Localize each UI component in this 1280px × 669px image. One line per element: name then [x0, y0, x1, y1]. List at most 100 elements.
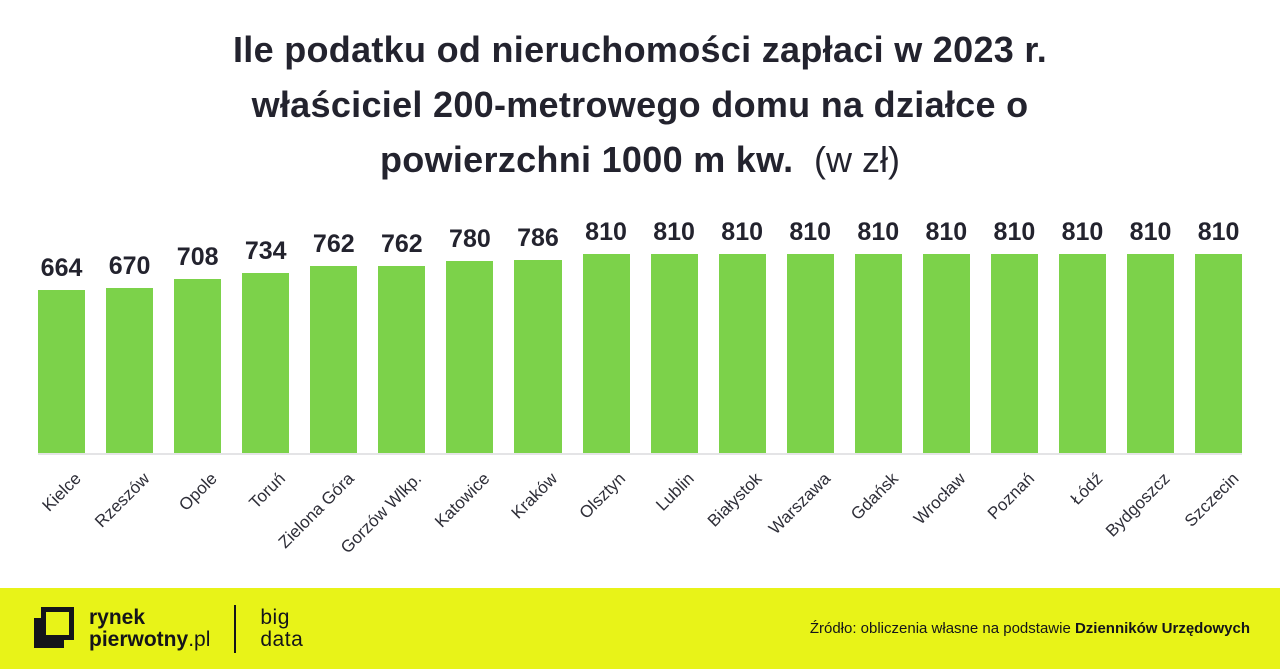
bar — [650, 254, 698, 453]
x-axis-label-slot: Kraków — [508, 455, 562, 567]
bar-chart-x-axis-labels: Kielce Rzeszów Opole Toruń Zielona Góra Gorzó… — [38, 455, 1242, 567]
x-axis-label-slot: Opole — [174, 455, 222, 567]
x-axis-label-slot: Poznań — [984, 455, 1038, 567]
bar-chart-plot-area: 664 670 708 734 762 762 780 786 810 810 810 810 810 8… — [38, 213, 1243, 455]
bar-column: 810 — [922, 218, 970, 453]
bar-value-label: 810 — [1197, 218, 1240, 246]
chart-title-line-2: właściciel 200-metrowego domu na działce… — [251, 84, 1029, 125]
bigdata-line-2: data — [260, 627, 304, 651]
bar — [106, 288, 154, 453]
bar-column: 664 — [38, 254, 86, 453]
bar — [582, 254, 630, 453]
bar — [378, 266, 426, 453]
bar-value-label: 810 — [789, 218, 832, 246]
x-axis-label-slot: Katowice — [431, 455, 493, 567]
bar — [38, 290, 86, 453]
x-axis-label-slot: Toruń — [242, 455, 290, 567]
bar — [786, 254, 834, 453]
bar — [1127, 254, 1175, 453]
source-note-bold: Dzienników Urzędowych — [1074, 620, 1250, 637]
bar-value-label: 810 — [653, 218, 695, 246]
footer-bar: rynek pierwotny.pl big data Źródło: obli… — [0, 588, 1280, 669]
x-axis-label: Warszawa — [764, 469, 834, 539]
bar-column: 810 — [990, 218, 1038, 453]
bar-column: 762 — [310, 230, 358, 453]
bar-value-label: 780 — [449, 225, 491, 253]
x-axis-label-slot: Warszawa — [765, 455, 834, 567]
x-axis-label: Opole — [175, 469, 222, 515]
bar-column: 810 — [786, 218, 834, 453]
x-axis-label-slot: Szczecin — [1180, 455, 1242, 567]
bar-value-label: 810 — [585, 218, 627, 246]
bar-column: 810 — [1058, 218, 1106, 453]
bar — [310, 266, 358, 453]
bar — [446, 261, 494, 453]
bar — [174, 279, 222, 453]
x-axis-label: Rzeszów — [90, 469, 154, 532]
source-note: Źródło: obliczenia własne na podstawie D… — [810, 620, 1250, 637]
x-axis-label-slot: Gdańsk — [847, 455, 902, 567]
x-axis-label: Kielce — [38, 469, 85, 516]
bar-value-label: 708 — [176, 243, 219, 271]
bar — [854, 254, 902, 453]
bar-column: 670 — [106, 252, 154, 453]
x-axis-label: Bydgoszcz — [1102, 469, 1174, 541]
bar-column: 810 — [650, 218, 698, 453]
bar-column: 786 — [514, 224, 562, 453]
bar-value-label: 664 — [40, 254, 83, 282]
x-axis-label: Poznań — [983, 469, 1038, 524]
x-axis-label-slot: Łódź — [1059, 455, 1106, 567]
x-axis-label: Olsztyn — [575, 469, 630, 523]
x-axis-label: Kraków — [507, 469, 562, 523]
bar-column: 810 — [718, 218, 766, 453]
bar-value-label: 810 — [721, 218, 764, 246]
x-axis-label: Gdańsk — [846, 469, 902, 524]
bar — [514, 260, 562, 453]
bar-value-label: 810 — [993, 218, 1036, 246]
bar-column: 734 — [242, 237, 290, 453]
x-axis-label-slot: Gorzów Wlkp. — [337, 455, 425, 567]
chart-title-unit: (w zł) — [814, 139, 900, 180]
x-axis-label-slot: Wrocław — [910, 455, 970, 567]
bigdata-line-1: big — [260, 605, 290, 629]
x-axis-label-slot: Lublin — [651, 455, 698, 567]
bar — [718, 254, 766, 453]
bar-value-label: 810 — [925, 218, 968, 246]
chart-title-line-3-bold: powierzchni 1000 m kw. — [379, 139, 794, 180]
bar — [1195, 254, 1243, 453]
source-note-prefix: Źródło: obliczenia własne na podstawie — [809, 620, 1075, 637]
bar — [922, 254, 970, 453]
brand-domain-suffix: .pl — [188, 627, 211, 651]
x-axis-label: Toruń — [245, 469, 290, 513]
x-axis-label-slot: Bydgoszcz — [1102, 455, 1174, 567]
x-axis-label: Białystok — [704, 469, 766, 531]
bar-column: 810 — [582, 218, 630, 453]
bar-value-label: 734 — [244, 237, 287, 265]
x-axis-label: Łódź — [1066, 469, 1106, 509]
bar-value-label: 762 — [380, 230, 423, 258]
bar-value-label: 810 — [857, 218, 900, 246]
bigdata-logo-text: big data — [260, 605, 304, 651]
bar-column: 708 — [174, 243, 222, 453]
x-axis-label-slot: Rzeszów — [91, 455, 153, 567]
bar-column: 810 — [1127, 218, 1175, 453]
bar-value-label: 670 — [108, 252, 151, 280]
x-axis-label: Wrocław — [910, 469, 970, 529]
bar-value-label: 810 — [1129, 218, 1172, 246]
chart-title-line-3: powierzchni 1000 m kw. (w zł) — [0, 132, 1280, 187]
bar-column: 762 — [378, 230, 426, 453]
x-axis-label: Katowice — [431, 469, 494, 532]
bar-value-label: 810 — [1061, 218, 1104, 246]
bar-column: 780 — [446, 225, 494, 453]
bar-value-label: 762 — [312, 230, 355, 258]
x-axis-label-slot: Kielce — [38, 455, 85, 567]
rynekpierwotny-logo-icon — [34, 606, 74, 648]
bar — [1058, 254, 1106, 453]
bar — [242, 273, 290, 453]
x-axis-label: Szczecin — [1180, 469, 1243, 531]
bar-column: 810 — [1195, 218, 1243, 453]
bar-chart: 664 670 708 734 762 762 780 786 810 810 810 810 810 8… — [38, 213, 1243, 567]
x-axis-label-slot: Olsztyn — [576, 455, 630, 567]
bar — [990, 254, 1038, 453]
